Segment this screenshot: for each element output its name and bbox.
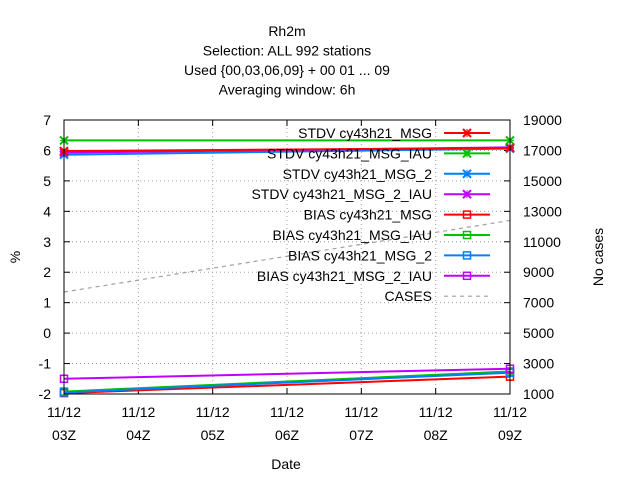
legend-label: BIAS cy43h21_MSG_2_IAU [257,268,432,284]
plot-frame [63,119,511,395]
y-tick-label: 1 [43,295,51,311]
x-tick-label: 11/12 [270,404,304,420]
y2-tick-label: 15000 [523,173,562,189]
legend-entry: BIAS cy43h21_MSG_IAU [272,227,490,243]
x-tick-label: 08Z [424,427,449,443]
legend-entry: BIAS cy43h21_MSG [304,207,490,223]
y2-tick-label: 13000 [523,203,562,219]
legend-marker [462,271,472,281]
legend-marker [462,148,472,159]
y-tick-label: 6 [43,142,51,158]
legend-label: CASES [385,288,432,304]
series-line [63,147,511,153]
y-tick-label: 4 [43,203,51,219]
series-line [63,367,511,380]
y2-tick-label: 9000 [523,264,554,280]
series-line [63,371,511,394]
y2-axis-label: No cases [590,228,606,286]
legend: STDV cy43h21_MSG STDV cy43h21_MSG_IAU STDV… [251,125,490,304]
legend-marker [462,128,472,138]
legend-entry: STDV cy43h21_MSG [298,125,490,141]
legend-entry: STDV cy43h21_MSG_IAU [267,145,490,161]
x-tick-label: 11/12 [121,404,155,420]
x-tick-label: 07Z [349,427,374,443]
series-line [63,219,511,293]
y2-tick-label: 7000 [523,295,554,311]
y-tick-label: -2 [39,386,52,402]
legend-label: BIAS cy43h21_MSG_2 [288,247,432,263]
x-tick-label: 06Z [275,427,300,443]
ticks: 11/12 03Z 11/12 04Z 11/12 05Z 11/12 06Z 11/12 07Z… [39,112,563,443]
title-line: Used {00,03,06,09} + 00 01 ... 09 [184,62,390,78]
legend-marker [462,210,472,219]
x-tick-label: 11/12 [344,404,378,420]
y-tick-label: 2 [43,264,51,280]
legend-entry: STDV cy43h21_MSG_2 [283,166,490,182]
y-tick-label: 0 [43,325,51,341]
chart-title: Rh2m Selection: ALL 992 stations Used {00,… [184,23,390,98]
x-tick-label: 11/12 [196,404,230,420]
legend-marker [462,189,472,199]
y-tick-label: -1 [39,356,52,372]
title-line: Averaging window: 6h [219,82,356,98]
x-tick-label: 11/12 [419,404,453,420]
y2-tick-label: 11000 [523,234,561,250]
x-axis-label: Date [271,456,301,472]
y-tick-label: 7 [43,112,51,128]
legend-marker [462,169,472,179]
grid [64,120,510,394]
y-tick-label: 5 [43,173,51,189]
x-tick-label: 11/12 [47,404,81,420]
y2-tick-label: 17000 [523,142,562,158]
series-line [63,147,511,156]
x-tick-label: 09Z [498,427,523,443]
title-line: Selection: ALL 992 stations [203,43,371,59]
legend-marker [462,251,472,260]
legend-entry: BIAS cy43h21_MSG_2 [288,247,490,263]
series-8 [63,219,511,293]
x-tick-label: 04Z [126,427,151,443]
series-line [63,375,511,395]
legend-marker [462,230,472,240]
legend-label: BIAS cy43h21_MSG [304,207,432,223]
x-tick-label: 11/12 [493,404,527,420]
legend-label: STDV cy43h21_MSG_2_IAU [251,186,432,202]
legend-entry: CASES [385,288,490,304]
y2-tick-label: 19000 [523,112,562,128]
y2-tick-label: 5000 [523,325,554,341]
y-tick-label: 3 [43,234,51,250]
legend-label: STDV cy43h21_MSG_IAU [267,145,432,161]
x-tick-label: 03Z [52,427,77,443]
title-line: Rh2m [268,23,305,39]
legend-entry: STDV cy43h21_MSG_2_IAU [251,186,490,202]
legend-label: STDV cy43h21_MSG_2 [283,166,433,182]
legend-entry: BIAS cy43h21_MSG_2_IAU [257,268,490,284]
x-tick-label: 05Z [201,427,226,443]
y-axis-label: % [7,251,23,263]
y2-tick-label: 3000 [523,356,554,372]
legend-label: BIAS cy43h21_MSG_IAU [272,227,432,243]
legend-label: STDV cy43h21_MSG [298,125,432,141]
y2-tick-label: 1000 [523,386,554,402]
